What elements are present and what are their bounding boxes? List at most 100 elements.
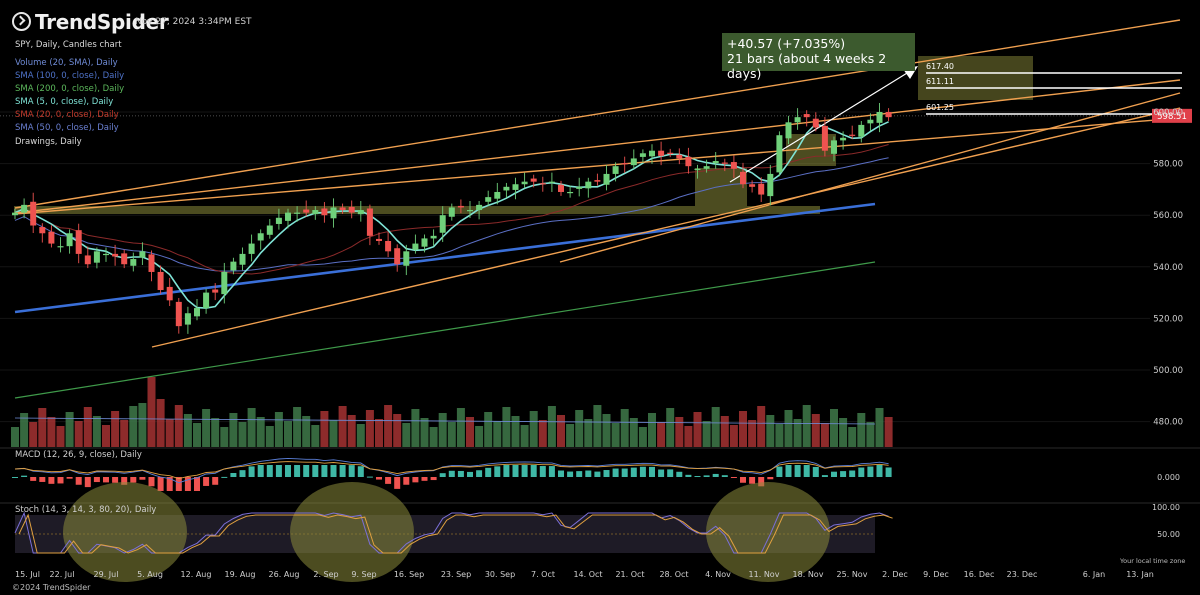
candle-body [321, 208, 328, 216]
candle-body [621, 163, 628, 165]
local-time-zone-label[interactable]: Your local time zone [1120, 557, 1186, 565]
volume-bar [857, 413, 866, 447]
candle-body [239, 253, 246, 265]
macd-histogram-bar [12, 477, 18, 478]
x-tick-label: 13. Jan [1126, 570, 1154, 579]
candle-body [366, 208, 373, 236]
volume-bar [338, 406, 347, 447]
candle-body [248, 243, 255, 254]
macd-histogram-bar [175, 477, 182, 491]
candle-body [421, 238, 428, 247]
legend-item-sma5[interactable]: SMA (5, 0, close), Daily [15, 97, 114, 107]
candle-body [639, 153, 646, 157]
candle-body [112, 253, 119, 257]
volume-bar [111, 411, 120, 447]
volume-bar [47, 417, 56, 447]
candle-body [448, 207, 455, 217]
price-levels: 617.40 611.11 601.25 598.51 [926, 62, 1192, 123]
stoch-highlight-circle [290, 482, 414, 582]
y-tick-label: 600.00 [1153, 108, 1183, 118]
candle-body [12, 212, 18, 216]
legend-item-volume[interactable]: Volume (20, SMA), Daily [15, 58, 118, 68]
legend-item-sma200[interactable]: SMA (200, 0, close), Daily [15, 84, 125, 94]
x-tick-label: 2. Sep [313, 570, 338, 579]
trendline [559, 92, 1181, 263]
macd-histogram-bar [239, 470, 246, 477]
macd-histogram-bar [867, 466, 874, 477]
macd-histogram-bar [166, 477, 173, 491]
macd-histogram-bar [703, 475, 710, 477]
candle-body [330, 207, 337, 219]
macd-histogram-bar [339, 465, 346, 477]
volume-bar [757, 406, 766, 447]
macd-histogram-bar [785, 465, 792, 477]
macd-histogram-bar [567, 471, 574, 477]
candle-body [303, 209, 310, 213]
volume-bar [83, 407, 92, 447]
x-tick-label: 7. Oct [531, 570, 555, 579]
macd-histogram-bar [275, 465, 282, 477]
candle-body [521, 181, 528, 185]
volume-bar [611, 423, 620, 447]
candle-body [394, 248, 401, 265]
price-level-label: 601.25 [926, 103, 954, 112]
price-level-label: 617.40 [926, 62, 954, 71]
macd-label[interactable]: MACD (12, 26, 9, close), Daily [15, 450, 142, 460]
candle-body [503, 186, 510, 191]
x-tick-label: 15. Jul [15, 570, 40, 579]
macd-line [14, 457, 889, 484]
candle-body [876, 112, 883, 123]
candle-body [66, 233, 73, 247]
candle-body [57, 246, 64, 248]
volume-bar [38, 408, 47, 447]
macd-histogram-bar [184, 477, 191, 491]
brand-name: TrendSpider [35, 10, 169, 34]
stoch-label[interactable]: Stoch (14, 3, 14, 3, 80, 20), Daily [15, 505, 157, 515]
volume-bar [29, 422, 38, 447]
volume-bar [311, 425, 320, 447]
x-tick-label: 29. Jul [94, 570, 119, 579]
macd-histogram-bar [303, 465, 310, 477]
volume-bar [147, 377, 156, 447]
legend-item-symbol[interactable]: SPY, Daily, Candles chart [15, 40, 122, 50]
volume-bar [56, 426, 65, 447]
macd-histogram-bar [57, 477, 64, 484]
legend-item-sma50[interactable]: SMA (50, 0, close), Daily [15, 123, 119, 133]
timestamp: Nov 27, 2024 3:34PM EST [135, 17, 252, 27]
legend-item-sma20[interactable]: SMA (20, 0, close), Daily [15, 110, 119, 120]
volume-bar [657, 422, 666, 447]
measure-bars: 21 bars (about 4 weeks 2 days) [727, 51, 887, 81]
volume-bar [875, 408, 884, 447]
volume-bar [729, 425, 738, 447]
legend-item-sma100[interactable]: SMA (100, 0, close), Daily [15, 71, 125, 81]
macd-histogram-bar [576, 471, 583, 477]
macd-histogram-bar [794, 465, 801, 477]
stoch-axis-mid: 50.00 [1157, 530, 1180, 539]
macd-histogram-bar [348, 465, 355, 477]
candle-body [357, 210, 364, 215]
candle-body [512, 184, 519, 190]
macd-histogram-bar [521, 465, 528, 477]
macd-histogram-bar [503, 465, 510, 477]
macd-histogram-bar [694, 476, 701, 478]
volume-bar [629, 418, 638, 447]
macd-histogram-bar [812, 466, 819, 477]
volume-bar [447, 422, 456, 447]
legend-item-drawings[interactable]: Drawings, Daily [15, 137, 82, 147]
macd-histogram-bar [585, 470, 592, 477]
candle-body [685, 156, 692, 167]
volume-bars [11, 377, 893, 447]
macd-histogram-bar [758, 477, 765, 487]
candle-body [376, 238, 382, 241]
macd-histogram-bar [39, 477, 46, 482]
candle-body [539, 183, 546, 185]
macd-histogram-bar [849, 470, 856, 477]
x-tick-label: 5. Aug [137, 570, 163, 579]
volume-bar [475, 426, 484, 447]
volume-bar [92, 416, 101, 447]
volume-bar [438, 413, 447, 447]
macd-histogram-bar [394, 477, 401, 489]
y-tick-label: 520.00 [1153, 314, 1183, 324]
volume-sma-line [14, 417, 876, 425]
